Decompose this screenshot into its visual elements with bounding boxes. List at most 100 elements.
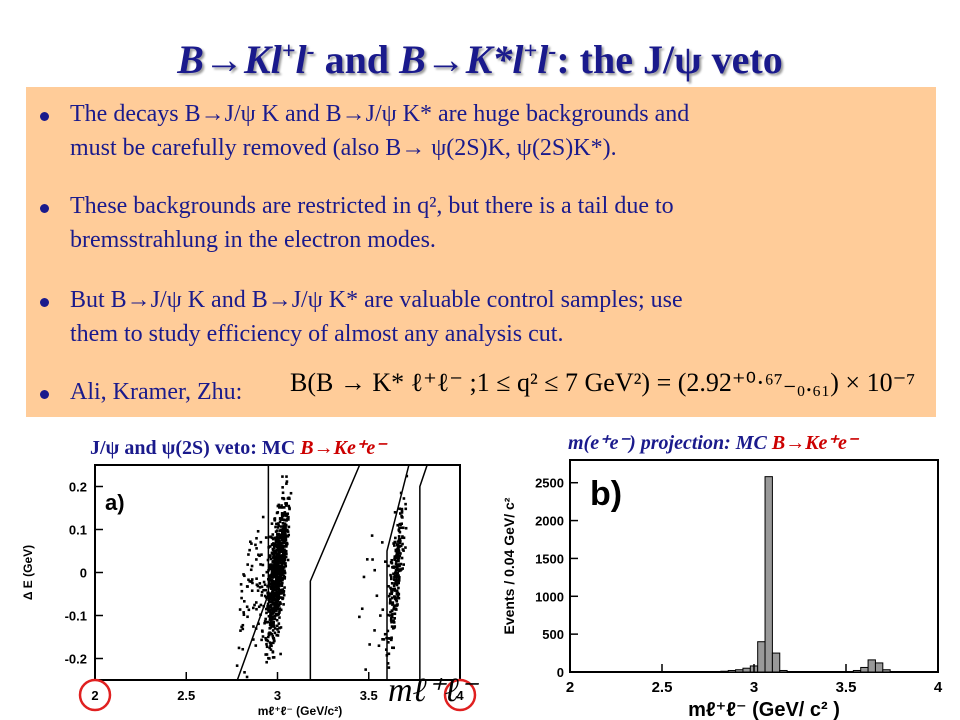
scatter-point	[254, 627, 258, 630]
scatter-point	[259, 613, 262, 617]
scatter-point	[285, 514, 289, 518]
scatter-point	[397, 529, 401, 533]
scatter-point	[273, 617, 277, 621]
scatter-point	[270, 594, 273, 597]
scatter-point	[260, 585, 264, 589]
scatter-point	[263, 620, 267, 623]
scatter-point	[392, 572, 395, 576]
scatter-point	[282, 524, 286, 528]
scatter-point	[390, 558, 394, 562]
scatter-point	[272, 599, 276, 602]
scatter-point	[268, 592, 272, 595]
branching-fraction-formula: B(B → K* ℓ⁺ℓ⁻ ;1 ≤ q² ≤ 7 GeV²) = (2.92⁺…	[290, 368, 916, 397]
scatter-point	[270, 604, 273, 607]
scatter-point	[395, 550, 399, 553]
scatter-point	[400, 556, 404, 560]
scatter-point	[254, 644, 258, 647]
scatter-point	[280, 512, 284, 515]
scatter-point	[284, 564, 288, 568]
scatter-point	[268, 595, 272, 599]
scatter-point	[271, 615, 274, 618]
y-tick-label: 1500	[535, 551, 564, 566]
scatter-point	[268, 554, 272, 557]
scatter-point	[255, 577, 258, 580]
scatter-point	[268, 565, 272, 568]
scatter-point	[270, 621, 273, 625]
scatter-point	[262, 580, 266, 584]
x-tick-label: 4	[456, 688, 464, 703]
scatter-point	[265, 642, 268, 646]
scatter-point	[273, 609, 277, 612]
scatter-point	[389, 573, 392, 577]
scatter-point	[275, 578, 278, 582]
scatter-point	[397, 577, 401, 580]
scatter-point	[281, 491, 285, 495]
scatter-point	[393, 612, 397, 616]
scatter-point	[276, 585, 280, 589]
scatter-point	[398, 526, 401, 530]
scatter-point	[282, 603, 285, 606]
scatter-point	[401, 567, 404, 570]
scatter-point	[396, 540, 400, 543]
scatter-point	[242, 611, 245, 614]
scatter-point	[275, 522, 278, 526]
scatter-point	[283, 539, 287, 543]
scatter-point	[283, 586, 286, 589]
scatter-point	[395, 563, 398, 567]
scatter-point	[270, 600, 274, 604]
scatter-chart-a: -0.2 -0.1 0 0.1 0.2 2 2.5 3 3.5 4 a) mℓ⁺ℓ⁻ (GeV/c²)…	[21, 464, 477, 718]
scatter-point	[391, 565, 394, 569]
scatter-point	[281, 578, 284, 581]
highlight-circle	[78, 678, 112, 712]
scatter-point	[258, 582, 262, 585]
scatter-point	[268, 555, 272, 559]
scatter-point	[393, 540, 397, 544]
scatter-point	[270, 576, 274, 579]
scatter-point	[381, 637, 384, 641]
scatter-point	[269, 648, 273, 651]
scatter-point	[391, 646, 394, 650]
scatter-point	[402, 497, 406, 500]
scatter-point	[277, 503, 281, 507]
scatter-point	[264, 607, 268, 611]
scatter-point	[394, 555, 398, 558]
scatter-point	[281, 533, 285, 536]
scatter-point	[249, 568, 253, 572]
scatter-point	[280, 506, 284, 509]
scatter-point	[255, 536, 258, 540]
scatter-point	[285, 519, 288, 522]
scatter-point	[389, 586, 392, 590]
scatter-point	[282, 544, 286, 548]
scatter-point	[389, 577, 393, 581]
scatter-point	[279, 535, 283, 539]
scatter-point	[259, 603, 263, 607]
scatter-point	[401, 526, 405, 530]
scatter-point	[279, 578, 283, 581]
scatter-point	[362, 575, 366, 579]
scatter-point	[274, 549, 278, 553]
scatter-point	[277, 524, 280, 528]
scatter-point	[243, 671, 246, 674]
scatter-point	[268, 581, 271, 584]
scatter-point	[284, 549, 288, 553]
scatter-point	[279, 575, 282, 578]
scatter-point	[275, 564, 279, 568]
scatter-point	[269, 566, 272, 570]
scatter-point	[276, 533, 279, 536]
scatter-point	[268, 646, 271, 650]
scatter-point	[271, 595, 275, 598]
scatter-point	[266, 596, 269, 599]
scatter-point	[273, 543, 277, 547]
scatter-point	[397, 568, 400, 571]
scatter-point	[271, 650, 275, 654]
scatter-point	[390, 620, 394, 624]
scatter-point	[270, 632, 274, 636]
histogram-bar	[860, 666, 869, 673]
scatter-point	[271, 629, 275, 632]
scatter-point	[360, 607, 364, 611]
scatter-point	[390, 615, 394, 619]
y-tick-label: 1000	[535, 589, 564, 604]
scatter-point	[399, 562, 403, 566]
scatter-point	[371, 558, 374, 561]
scatter-point	[265, 570, 269, 574]
